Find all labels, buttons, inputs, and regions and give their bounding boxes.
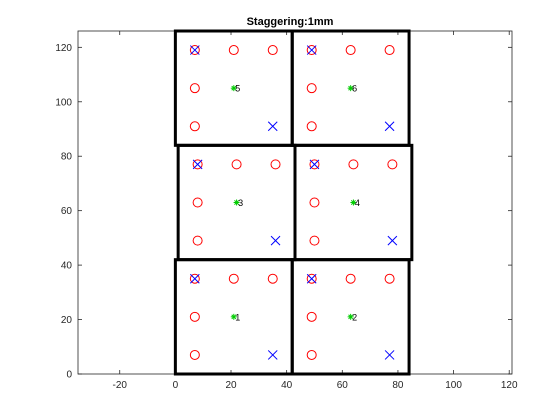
star-marker — [230, 85, 237, 92]
circle-marker — [306, 311, 317, 322]
cell-1: 1 — [173, 258, 294, 376]
circle-marker — [189, 45, 200, 56]
star-stroke — [231, 314, 237, 320]
axes: -20 0 20 40 60 80 100 120 0 20 40 60 80 100 120 — [55, 30, 518, 391]
plot-area: 1 2 3 4 5 6 — [173, 29, 414, 376]
cell-label: 2 — [352, 312, 357, 322]
cross-marker — [306, 273, 317, 284]
cell-label: 5 — [235, 84, 240, 94]
circle-marker — [384, 45, 395, 56]
circle-marker — [345, 45, 356, 56]
circle-marker — [228, 45, 239, 56]
star-stroke — [350, 200, 356, 205]
circle-marker — [306, 83, 317, 94]
circle-marker — [267, 45, 278, 56]
cell-6: 6 — [290, 29, 411, 147]
cross-marker — [189, 273, 200, 284]
x-tick-label: 80 — [392, 380, 404, 391]
star-marker — [230, 313, 237, 320]
cross-stroke — [189, 45, 200, 55]
cell-label: 1 — [235, 312, 240, 322]
cross-stroke — [267, 121, 278, 132]
cross-stroke — [309, 159, 320, 170]
cross-stroke — [384, 350, 395, 360]
circle-marker — [309, 159, 320, 170]
cell-label: 6 — [352, 84, 357, 94]
cross-stroke — [270, 235, 281, 246]
circle-marker — [306, 121, 317, 132]
circle-marker — [231, 159, 242, 170]
cross-stroke — [189, 273, 200, 284]
y-tick-label: 40 — [61, 261, 73, 272]
x-tick-label: 0 — [173, 380, 179, 391]
cross-marker — [270, 235, 281, 246]
cross-stroke — [387, 235, 398, 246]
cell-3: 3 — [176, 143, 297, 262]
cross-marker — [192, 159, 203, 170]
circle-marker — [189, 83, 200, 94]
cross-stroke — [306, 273, 317, 284]
circle-marker — [309, 197, 320, 208]
star-stroke — [234, 200, 240, 205]
cell-5: 5 — [173, 29, 294, 147]
circle-marker — [192, 197, 203, 208]
y-tick-label: 80 — [61, 152, 73, 163]
circle-marker — [267, 273, 278, 284]
y-tick-label: 0 — [66, 370, 72, 381]
y-tick-label: 60 — [61, 206, 73, 217]
circle-marker — [189, 121, 200, 132]
circle-marker — [189, 273, 200, 284]
cross-stroke — [267, 350, 278, 360]
star-marker — [347, 85, 354, 92]
cross-marker — [309, 159, 320, 170]
x-tick-label: 120 — [501, 380, 518, 391]
cell-box — [290, 29, 411, 147]
circle-marker — [189, 349, 200, 360]
star-stroke — [348, 314, 354, 320]
chart-title: Staggering:1mm — [247, 16, 334, 28]
circle-marker — [306, 273, 317, 284]
circle-marker — [306, 349, 317, 360]
cross-stroke — [192, 159, 203, 170]
circle-marker — [192, 159, 203, 170]
circle-marker — [309, 235, 320, 246]
cross-marker — [387, 235, 398, 246]
circle-marker — [387, 159, 398, 170]
circle-marker — [270, 159, 281, 170]
cross-marker — [384, 350, 395, 360]
y-tick-label: 100 — [55, 97, 72, 108]
x-tick-label: 40 — [281, 380, 293, 391]
circle-marker — [192, 235, 203, 246]
cell-2: 2 — [290, 258, 411, 376]
circle-marker — [348, 159, 359, 170]
cross-marker — [306, 45, 317, 55]
cross-marker — [189, 45, 200, 55]
star-marker — [233, 199, 240, 206]
cell-label: 3 — [238, 198, 243, 208]
circle-marker — [306, 45, 317, 56]
cross-stroke — [306, 45, 317, 55]
cell-4: 4 — [293, 143, 414, 262]
cross-stroke — [384, 121, 395, 132]
y-tick-label: 20 — [61, 315, 73, 326]
circle-marker — [345, 273, 356, 284]
x-tick-label: 20 — [225, 380, 237, 391]
x-tick-label: 60 — [337, 380, 349, 391]
circle-marker — [228, 273, 239, 284]
cell-label: 4 — [355, 198, 360, 208]
cross-marker — [384, 121, 395, 132]
circle-marker — [189, 311, 200, 322]
y-tick-label: 120 — [55, 43, 72, 54]
cross-marker — [267, 121, 278, 132]
star-marker — [350, 199, 357, 206]
star-stroke — [231, 85, 237, 91]
star-stroke — [348, 85, 354, 91]
x-tick-label: -20 — [113, 380, 128, 391]
x-tick-label: 100 — [445, 380, 462, 391]
circle-marker — [384, 273, 395, 284]
star-marker — [347, 313, 354, 320]
cross-marker — [267, 350, 278, 360]
